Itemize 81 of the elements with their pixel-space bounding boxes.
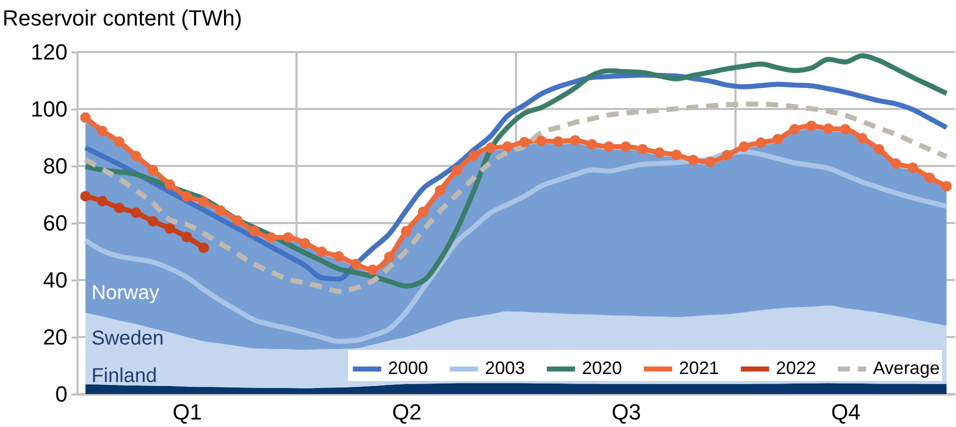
point [604,141,614,152]
point [722,150,732,160]
y-tick-label: 100 [30,96,68,122]
y-tick-label: 40 [43,268,68,292]
point [468,150,480,161]
point [232,215,243,226]
point [148,216,158,227]
y-tick-label: 20 [43,324,68,350]
legend-label: 2021 [679,358,720,378]
y-tick-label: 120 [30,40,68,64]
point [570,135,580,146]
point [80,112,91,123]
y-tick-label: 0 [55,382,68,406]
point [941,181,952,192]
point [350,258,361,270]
legend-label: 2020 [582,358,622,378]
point [806,120,817,132]
point [756,137,766,148]
point [874,144,884,154]
point [688,154,699,166]
legend-label: 2022 [776,358,816,378]
point [164,223,176,234]
point [215,205,226,216]
point [856,132,868,144]
point [333,251,344,262]
series-label: Finland [91,365,158,387]
point [620,141,631,152]
point [637,144,648,154]
point [148,164,158,176]
x-tick-label: Q1 [172,400,202,424]
point [772,134,783,144]
point [536,136,547,146]
legend-label: 2000 [388,358,428,378]
legend-label: Average [873,358,940,378]
x-tick-label: Q2 [392,400,422,424]
point [924,172,935,183]
point [485,142,496,153]
point [586,139,598,150]
point [130,150,142,162]
point [890,158,902,169]
point [452,165,462,176]
point [249,226,260,236]
point [300,238,310,248]
point [282,232,294,243]
point [164,179,176,190]
point [789,124,800,134]
point [704,156,716,167]
point [823,123,834,134]
x-tick-label: Q4 [831,400,860,424]
x-tick-label: Q3 [612,400,641,424]
series-label: Sweden [91,327,164,350]
point [908,162,918,173]
point [266,232,276,243]
point [401,226,412,236]
y-tick-label: 60 [43,210,68,236]
point [384,252,395,262]
point [182,232,192,242]
point [97,196,108,206]
point [97,126,108,136]
point [198,242,209,254]
point [316,246,328,258]
point [502,141,513,152]
point [654,147,665,158]
point [738,141,750,152]
point [80,190,91,202]
legend-label: 2003 [485,358,526,378]
point [840,124,850,134]
point [130,208,142,218]
y-axis-title: Reservoir content (TWh) [2,6,242,30]
point [671,150,682,160]
point [114,202,124,214]
point [367,264,378,275]
point [434,185,446,196]
point [418,206,428,218]
point [182,191,192,202]
y-tick-label: 80 [43,154,68,178]
series-label: Norway [91,282,160,304]
point [198,196,209,207]
point [519,136,530,148]
point [114,136,124,148]
point [552,136,564,147]
